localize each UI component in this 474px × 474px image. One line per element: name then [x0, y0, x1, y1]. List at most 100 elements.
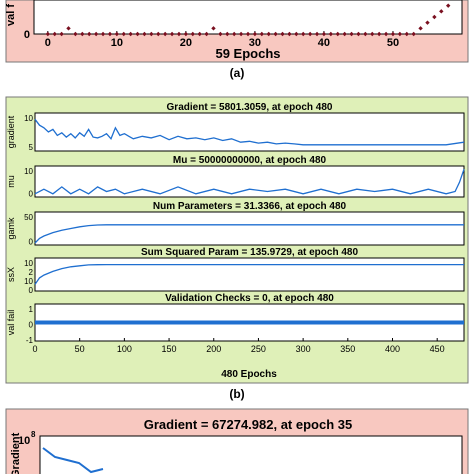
panel-c: Gradient = 67274.982, at epoch 35 10 8 G…	[5, 408, 469, 474]
subplot-title: Validation Checks = 0, at epoch 480	[165, 293, 334, 304]
data-point	[66, 26, 71, 31]
series-line	[34, 168, 465, 195]
series-line	[34, 224, 464, 244]
data-point	[211, 26, 216, 31]
x-tick-label: 10	[111, 37, 123, 49]
data-point	[121, 31, 126, 37]
panel-b-xticks: 0 50 100 150 200 250 300 350 400 450	[32, 338, 445, 354]
data-point	[397, 31, 403, 37]
panel-c-title: Gradient = 67274.982, at epoch 35	[144, 417, 352, 432]
data-point	[266, 31, 271, 37]
subplot-title: Mu = 50000000000, at epoch 480	[173, 155, 327, 166]
data-point	[52, 31, 57, 37]
data-point	[169, 31, 175, 37]
data-point	[259, 31, 265, 37]
data-point	[328, 31, 334, 37]
data-point	[280, 31, 285, 37]
subplot-title: Sum Squared Param = 135.9729, at epoch 4…	[141, 247, 358, 258]
series-line	[34, 118, 465, 146]
y-tick-label: 0	[29, 190, 34, 199]
data-point	[197, 31, 202, 37]
data-point	[287, 31, 292, 37]
data-point	[335, 31, 340, 37]
data-point	[114, 31, 120, 37]
x-tick-label: 0	[32, 344, 37, 354]
data-point	[225, 31, 230, 37]
panel-b: Gradient = 5801.3059, at epoch 480 gradie…	[5, 96, 469, 384]
data-point	[273, 31, 278, 37]
data-point	[439, 9, 444, 14]
x-tick-label: 30	[249, 37, 261, 49]
x-tick-label: 40	[318, 37, 330, 49]
panel-c-ytick-top: 10	[18, 435, 30, 447]
data-point	[238, 31, 244, 37]
y-tick-label: 10	[24, 259, 33, 268]
y-tick-label: 2	[29, 268, 34, 277]
y-tick-label: 0	[29, 321, 34, 330]
x-tick-label: 200	[206, 344, 221, 354]
data-point	[218, 31, 223, 37]
data-point	[418, 26, 423, 31]
data-point	[411, 31, 416, 37]
data-point	[301, 31, 306, 37]
data-point	[342, 31, 347, 37]
x-tick-label: 250	[251, 344, 266, 354]
subplot-frame	[34, 257, 465, 292]
series-line	[34, 263, 464, 285]
subplot-ylabel: gamk	[6, 217, 16, 240]
data-point	[149, 31, 154, 37]
panel-a-plot-area	[33, 0, 463, 35]
panel-a-xlabel: 59 Epochs	[215, 46, 280, 61]
data-point	[390, 31, 396, 37]
data-point	[307, 31, 313, 37]
data-point	[190, 31, 195, 37]
panel-a: val f 0 0 10 20 30 40 50 59 Epochs	[5, 0, 469, 63]
data-point	[45, 31, 51, 37]
panel-c-ylabel: Gradient	[10, 432, 22, 474]
data-point	[314, 31, 320, 37]
data-point	[321, 31, 327, 37]
data-point	[245, 31, 251, 37]
subplot-ylabel: val fail	[6, 310, 16, 336]
data-point	[80, 31, 85, 37]
subplot-ylabel: gradient	[6, 115, 16, 148]
y-tick-label: 1	[29, 305, 34, 314]
x-tick-label: 0	[45, 37, 51, 49]
data-point	[349, 31, 354, 37]
data-point	[370, 31, 375, 37]
data-point	[162, 31, 168, 37]
data-point	[231, 31, 237, 37]
y-tick-label: 5	[29, 143, 34, 152]
data-point	[107, 31, 113, 37]
panel-b-subplots: Gradient = 5801.3059, at epoch 480 gradie…	[6, 102, 465, 345]
y-tick-label: -1	[26, 336, 34, 345]
data-point	[156, 31, 161, 37]
panel-c-ytick-top-exponent: 8	[31, 430, 36, 439]
y-tick-label: 50	[24, 213, 33, 222]
series-line	[42, 447, 104, 474]
data-point	[135, 31, 140, 37]
data-point	[59, 31, 64, 37]
data-point	[432, 14, 437, 20]
x-tick-label: 450	[430, 344, 445, 354]
subplot-ylabel: mu	[6, 175, 16, 188]
data-point	[404, 31, 409, 37]
y-tick-label: 0	[29, 286, 34, 295]
panel-a-ylabel: val f	[5, 4, 17, 26]
panel-a-caption: (a)	[230, 66, 245, 80]
data-point	[356, 31, 361, 37]
data-point	[204, 31, 209, 37]
panel-a-ytick-0: 0	[24, 29, 30, 41]
data-point	[142, 31, 147, 37]
x-tick-label: 50	[75, 344, 85, 354]
y-tick-label: 10	[24, 277, 33, 286]
panel-b-xlabel: 480 Epochs	[221, 369, 277, 380]
panel-b-caption: (b)	[229, 387, 244, 401]
data-point	[176, 31, 182, 37]
data-point	[445, 3, 451, 8]
x-tick-label: 400	[385, 344, 400, 354]
y-tick-label: 10	[24, 114, 33, 123]
panel-c-series	[42, 447, 104, 474]
x-tick-label: 50	[387, 37, 399, 49]
